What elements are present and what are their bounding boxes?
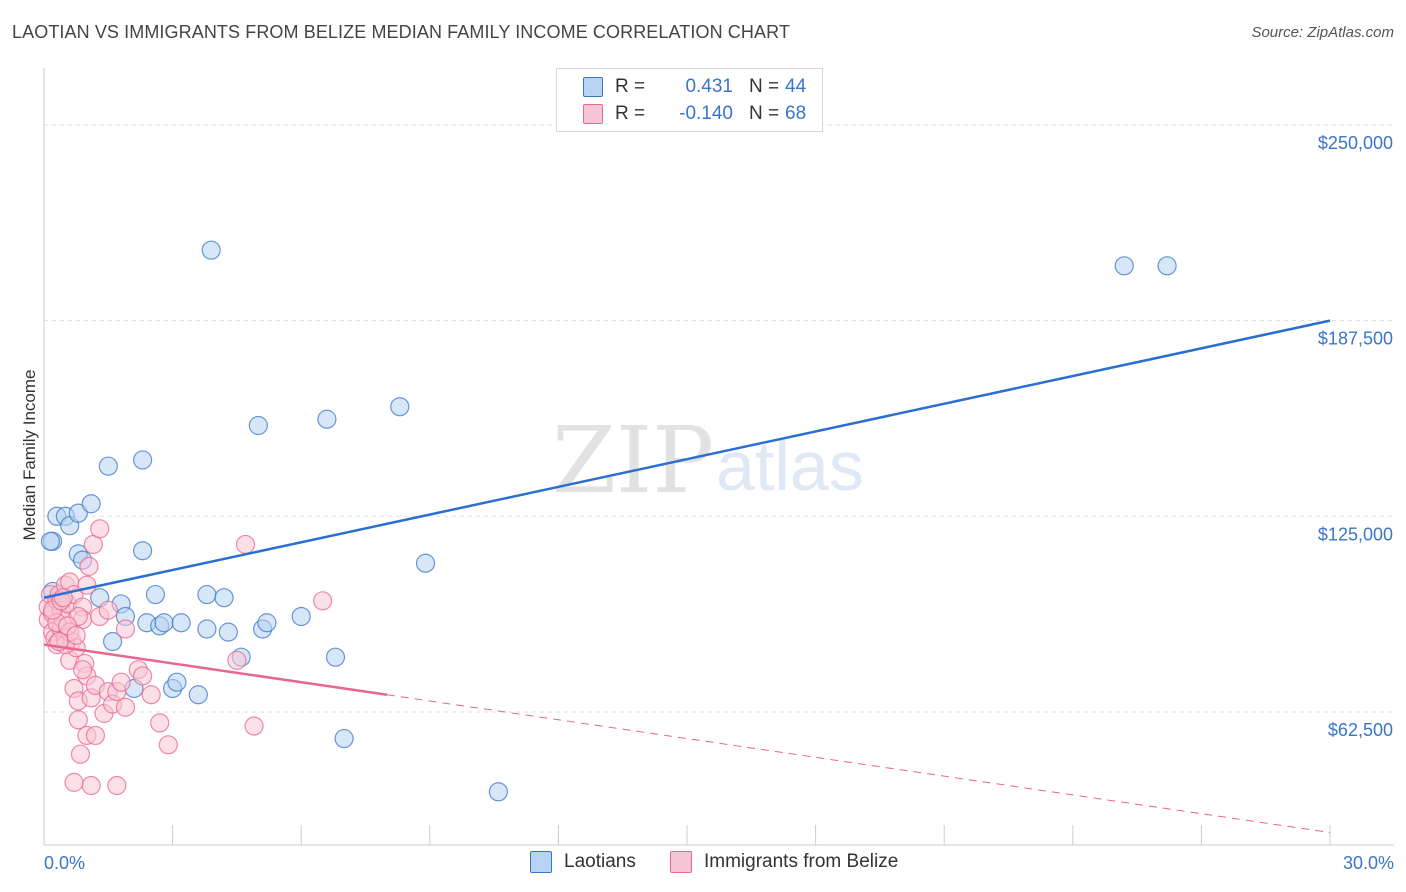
- data-point: [102, 631, 123, 652]
- legend-swatch-belize: [583, 104, 603, 124]
- x-tick-label-max: 30.0%: [1343, 853, 1394, 873]
- legend-r-label: R =: [615, 76, 646, 97]
- legend-swatch-belize: [670, 851, 692, 873]
- data-point: [1157, 256, 1177, 276]
- data-point: [150, 713, 170, 733]
- data-point: [390, 397, 410, 417]
- data-point: [81, 494, 101, 514]
- data-point: [227, 650, 247, 670]
- data-point: [111, 672, 131, 692]
- data-point: [70, 744, 91, 764]
- legend-n-value: 68: [785, 103, 807, 124]
- data-point: [115, 619, 136, 639]
- series-belize: [38, 519, 333, 796]
- legend-r-label: R =: [615, 103, 646, 124]
- legend-n-value: 44: [785, 76, 807, 97]
- legend-r-value: 0.431: [685, 76, 733, 97]
- data-point: [1114, 256, 1134, 276]
- data-point: [68, 710, 88, 730]
- gridlines: [44, 124, 1394, 713]
- legend-row-belize: R = -0.140 N = 68: [557, 101, 806, 127]
- legend-item-belize[interactable]: Immigrants from Belize: [670, 851, 898, 873]
- data-point: [248, 415, 268, 436]
- series-laotians: [40, 240, 1177, 802]
- source-label: Source: ZipAtlas.com: [1251, 24, 1394, 41]
- data-point: [40, 531, 61, 551]
- data-point: [334, 728, 354, 749]
- trend-line-belize-extrapolated: [386, 694, 1331, 833]
- y-tick-label: $250,000: [1318, 133, 1393, 153]
- data-point: [98, 600, 118, 620]
- legend-label-laotians: Laotians: [564, 851, 636, 872]
- legend-label-belize: Immigrants from Belize: [704, 851, 899, 872]
- data-point: [188, 685, 208, 705]
- data-point: [171, 613, 191, 633]
- legend-n-label: N =: [749, 103, 780, 124]
- data-point: [81, 775, 101, 796]
- trend-lines: [43, 319, 1331, 833]
- data-point: [235, 534, 256, 555]
- trend-line-belize: [43, 643, 388, 696]
- trend-line-laotians: [43, 319, 1331, 599]
- y-tick-label: $62,500: [1328, 720, 1393, 740]
- data-point: [132, 450, 153, 470]
- data-point: [107, 775, 127, 796]
- legend-swatch-laotians: [530, 851, 552, 873]
- legend-swatch-laotians: [583, 77, 603, 97]
- data-point: [66, 625, 86, 645]
- data-point: [313, 591, 333, 611]
- data-point: [201, 240, 221, 260]
- y-tick-label: $125,000: [1318, 524, 1393, 544]
- watermark: ZIP atlas: [552, 407, 864, 514]
- series-legend: Laotians Immigrants from Belize: [0, 851, 1406, 877]
- data-point: [154, 613, 174, 633]
- data-point: [257, 613, 277, 633]
- data-point: [244, 716, 264, 736]
- data-point: [72, 660, 93, 680]
- x-tick-label-min: 0.0%: [44, 853, 85, 873]
- data-point: [68, 503, 88, 523]
- chart-title: LAOTIAN VS IMMIGRANTS FROM BELIZE MEDIAN…: [12, 22, 790, 42]
- data-point: [115, 697, 136, 717]
- data-point: [167, 672, 187, 692]
- data-point: [197, 619, 217, 639]
- legend-n-label: N =: [749, 76, 780, 97]
- data-point: [197, 584, 217, 605]
- data-point: [79, 556, 99, 576]
- y-tick-label: $187,500: [1318, 329, 1393, 349]
- data-point: [488, 782, 508, 802]
- data-point: [90, 519, 110, 539]
- data-point: [145, 584, 166, 605]
- data-point: [317, 409, 337, 429]
- watermark-zip: ZIP: [552, 407, 714, 514]
- data-point: [291, 606, 311, 627]
- data-point: [132, 541, 153, 561]
- watermark-atlas: atlas: [716, 427, 864, 505]
- data-point: [132, 666, 153, 686]
- data-point: [415, 553, 436, 573]
- data-point: [98, 456, 118, 476]
- data-point: [158, 735, 178, 755]
- series-points: [38, 240, 1177, 802]
- legend-r-value: -0.140: [679, 103, 733, 124]
- data-point: [64, 772, 84, 792]
- data-point: [77, 575, 97, 595]
- y-tick-labels: $62,500 $125,000 $187,500 $250,000: [1318, 133, 1393, 740]
- correlation-legend: R = 0.431 N = 44 R = -0.140 N = 68: [556, 68, 823, 132]
- legend-item-laotians[interactable]: Laotians: [530, 851, 636, 873]
- data-point: [85, 725, 106, 746]
- data-point: [218, 622, 238, 642]
- legend-row-laotians: R = 0.431 N = 44: [557, 74, 806, 100]
- data-point: [214, 588, 234, 608]
- axes: [43, 68, 1394, 846]
- data-point: [325, 647, 346, 667]
- data-point: [141, 685, 161, 705]
